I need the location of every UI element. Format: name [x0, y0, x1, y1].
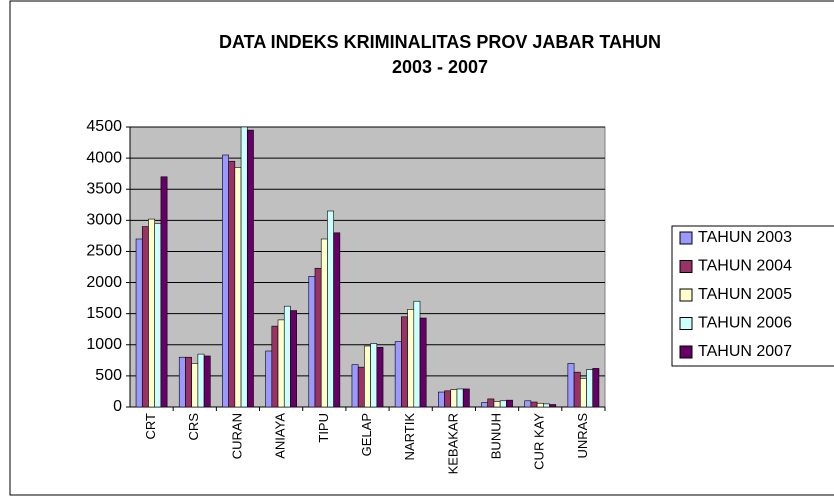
bar	[327, 210, 334, 408]
y-tick-label: 2500	[86, 243, 122, 260]
x-tick-label: CRS	[186, 413, 201, 441]
bar	[419, 317, 427, 408]
bar	[394, 341, 402, 408]
x-tick-label: CUR KAY	[532, 413, 547, 470]
legend-swatch	[679, 317, 693, 330]
x-tick-label: CRT	[143, 413, 158, 440]
y-tick-label: 0	[113, 398, 122, 415]
bar	[234, 167, 242, 408]
bar	[314, 267, 322, 408]
bar	[573, 371, 581, 408]
bar	[197, 353, 205, 408]
bar	[283, 305, 291, 408]
bar	[579, 378, 587, 408]
bar	[592, 368, 600, 408]
bar	[530, 401, 538, 408]
bar	[370, 343, 378, 408]
legend-label: TAHUN 2005	[698, 286, 792, 303]
bar	[265, 350, 273, 408]
bar	[154, 223, 162, 408]
bar	[524, 400, 532, 408]
bar	[228, 160, 236, 408]
x-tick-label: UNRAS	[575, 413, 590, 459]
bar	[333, 232, 341, 408]
bar	[240, 126, 248, 408]
bar	[364, 345, 371, 408]
bar	[160, 176, 168, 408]
bar	[290, 310, 297, 408]
x-tick-label: ANIAYA	[273, 413, 288, 459]
bar	[320, 238, 328, 408]
x-tick-label: NARTIK	[402, 413, 417, 461]
bar	[450, 389, 458, 408]
bar	[203, 355, 211, 408]
chart-title: 2003 - 2007	[392, 57, 488, 77]
bar	[487, 398, 495, 408]
bar	[191, 363, 199, 408]
legend-swatch	[679, 231, 693, 245]
y-tick-label: 1000	[86, 336, 122, 353]
bar	[481, 402, 489, 408]
bar	[401, 316, 408, 408]
y-tick-label: 4000	[86, 149, 122, 166]
bar	[493, 401, 501, 408]
y-tick-label: 2000	[86, 274, 122, 291]
bar	[351, 364, 359, 408]
bar	[543, 403, 550, 408]
bar	[407, 309, 415, 408]
bar	[506, 399, 513, 408]
bar	[308, 276, 316, 408]
legend-swatch	[679, 345, 693, 359]
y-tick-label: 3500	[86, 180, 122, 197]
bar	[499, 400, 507, 408]
bar	[135, 238, 143, 408]
x-tick-label: GELAP	[359, 413, 374, 456]
bar	[376, 346, 384, 408]
bar	[178, 356, 186, 408]
bar	[567, 363, 575, 408]
bar	[277, 319, 285, 408]
legend-label: TAHUN 2003	[698, 229, 792, 246]
x-tick-label: KEBAKAR	[445, 413, 460, 474]
y-tick-label: 3000	[86, 212, 122, 229]
y-tick-label: 1500	[86, 305, 122, 322]
bar	[185, 356, 192, 408]
bar	[462, 388, 470, 408]
bar	[141, 226, 149, 408]
bar	[549, 404, 557, 408]
bar	[271, 325, 279, 408]
bar	[222, 154, 229, 408]
legend-swatch	[679, 288, 693, 302]
legend-label: TAHUN 2006	[698, 315, 792, 332]
legend-label: TAHUN 2004	[698, 258, 792, 275]
bar	[536, 402, 544, 408]
legend-label: TAHUN 2007	[698, 343, 792, 360]
bar	[413, 300, 421, 408]
bar	[438, 391, 445, 408]
y-tick-label: 500	[95, 367, 122, 384]
legend-box	[671, 225, 834, 367]
bar	[148, 218, 155, 408]
bar	[444, 390, 452, 408]
bar	[357, 366, 365, 408]
chart-title: DATA INDEKS KRIMINALITAS PROV JABAR TAHU…	[219, 32, 661, 52]
bar	[456, 388, 464, 408]
bar	[246, 129, 254, 408]
y-tick-label: 4500	[86, 118, 122, 135]
x-tick-label: CURAN	[229, 413, 244, 459]
x-tick-label: BUNUH	[488, 413, 503, 459]
bar	[586, 369, 594, 408]
legend-swatch	[679, 260, 693, 273]
x-tick-label: TIPU	[316, 413, 331, 443]
